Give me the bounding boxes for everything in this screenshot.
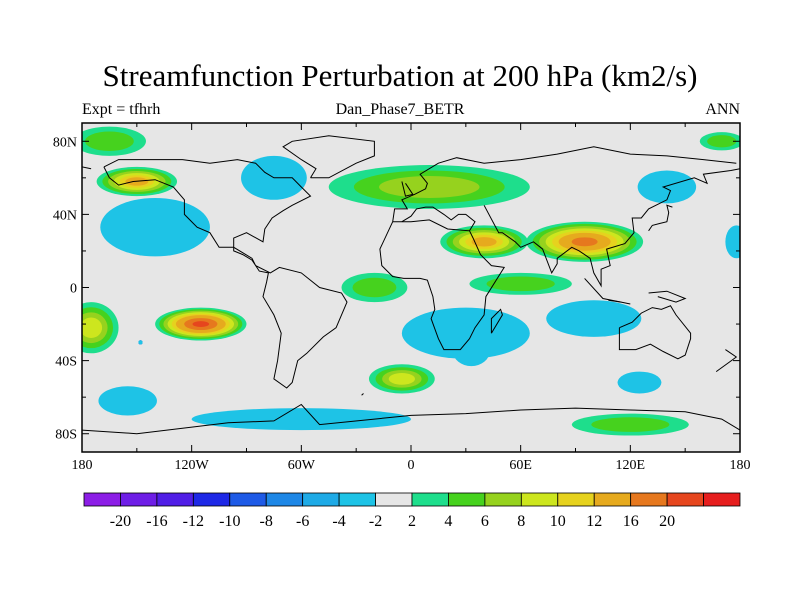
- contour-band-20-1: [85, 131, 134, 152]
- colorbar-label: 6: [481, 513, 489, 530]
- colorbar-label: -4: [332, 513, 345, 530]
- lon-tick-label: 180: [730, 458, 751, 473]
- contour-band-19-1: [591, 417, 670, 432]
- colorbar-swatch: [375, 492, 413, 507]
- colorbar-label: -6: [296, 513, 309, 530]
- colorbar-label: -16: [146, 513, 167, 530]
- colorbar-swatch: [593, 492, 632, 507]
- colorbar: -20 -16 -12 -10 -8 -6 -4 -2 2 4 6 8 10 12 16 20: [83, 492, 741, 530]
- coastline-15: [608, 299, 631, 305]
- contour-band-15-5: [471, 237, 497, 247]
- colorbar-swatch: [630, 492, 668, 507]
- contour-band-0-7: [100, 197, 210, 257]
- coastline-13: [490, 308, 503, 334]
- contour-band-22-1: [486, 276, 555, 292]
- colorbar-label: 16: [623, 513, 639, 530]
- colorbar-swatch: [83, 492, 121, 507]
- coastline-16: [648, 290, 687, 303]
- contour-band-1-5: [138, 340, 143, 345]
- colorbar-swatch: [229, 492, 267, 507]
- colorbar-swatch: [156, 492, 194, 507]
- lon-tick-label: 60W: [288, 458, 316, 473]
- lon-tick-label: 120E: [616, 458, 646, 473]
- colorbar-swatch: [302, 492, 340, 507]
- colorbar-swatch: [192, 492, 231, 507]
- coastline-1: [282, 135, 375, 179]
- colorbar-label: -2: [369, 513, 382, 530]
- colorbar-swatch: [448, 492, 486, 507]
- contour-band-10-1: [401, 307, 530, 359]
- colorbar-swatch: [338, 492, 376, 507]
- contour-band-7-2: [617, 371, 662, 394]
- lon-tick-label: 180: [72, 458, 93, 473]
- contour-band-14-6: [571, 237, 598, 247]
- lat-tick-label: 80S: [55, 428, 77, 443]
- coastline-7: [618, 305, 692, 360]
- coastline-6: [483, 168, 740, 288]
- page-title: Streamfunction Perturbation at 200 hPa (…: [102, 58, 698, 93]
- colorbar-label: -12: [183, 513, 204, 530]
- map-axes: 80N 40N 0 40S 80S 180 120W 60W 0 60E 120E 180: [53, 123, 751, 473]
- coastline-8: [82, 403, 740, 435]
- contour-band-12-3: [82, 317, 103, 338]
- colorbar-swatch: [520, 492, 559, 507]
- colorbar-swatch: [666, 492, 704, 507]
- run-name-label: Dan_Phase7_BETR: [335, 101, 465, 118]
- contour-band-21-1: [707, 135, 737, 148]
- contour-band-17-3: [388, 373, 416, 385]
- lat-tick-label: 0: [70, 282, 77, 297]
- colorbar-label: 10: [550, 513, 566, 530]
- colorbar-label: 20: [659, 513, 675, 530]
- coastline-layer: [82, 135, 740, 435]
- coastline-11: [401, 181, 414, 197]
- lon-tick-label: 60E: [509, 458, 532, 473]
- colorbar-swatch: [120, 492, 158, 507]
- contour-band-9-1: [191, 408, 411, 431]
- colorbar-label: 8: [517, 513, 525, 530]
- coastline-5: [401, 206, 476, 232]
- colorbar-swatch: [484, 492, 522, 507]
- coastline-14: [361, 393, 364, 396]
- colorbar-swatch: [411, 492, 449, 507]
- season-label: ANN: [705, 101, 740, 118]
- contour-band-16-2: [379, 176, 480, 198]
- contour-band-5-4: [546, 300, 642, 337]
- colorbar-label: -10: [219, 513, 240, 530]
- coastline-9: [648, 204, 673, 232]
- lon-tick-label: 0: [408, 458, 415, 473]
- coastline-0: [103, 159, 348, 389]
- contour-band-3-5: [637, 170, 697, 204]
- contour-band-8-1: [98, 386, 157, 416]
- contour-band-11-7: [192, 321, 210, 328]
- coastline-12: [715, 349, 738, 373]
- experiment-label: Expt = tfhrh: [82, 101, 161, 118]
- colorbar-label: 2: [408, 513, 416, 530]
- colorbar-swatch: [703, 492, 741, 507]
- lat-tick-label: 40S: [55, 355, 77, 370]
- lat-tick-label: 40N: [53, 208, 77, 223]
- contour-band-18-1: [352, 277, 397, 298]
- contour-band-4-4: [725, 225, 740, 259]
- coastline-3: [392, 146, 737, 222]
- lon-tick-label: 120W: [175, 458, 210, 473]
- coastline-2: [379, 219, 506, 351]
- colorbar-label: 4: [444, 513, 452, 530]
- colorbar-label: -20: [110, 513, 131, 530]
- coastline-4: [82, 166, 92, 170]
- colorbar-label: 12: [586, 513, 602, 530]
- colorbar-swatch: [557, 492, 595, 507]
- colorbar-swatch: [265, 492, 304, 507]
- colorbar-label: -8: [260, 513, 273, 530]
- lat-tick-label: 80N: [53, 135, 77, 150]
